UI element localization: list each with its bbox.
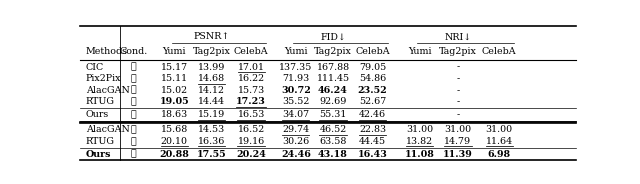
- Text: ✓: ✓: [131, 150, 136, 159]
- Text: RTUG: RTUG: [86, 97, 115, 106]
- Text: 23.52: 23.52: [358, 86, 387, 95]
- Text: -: -: [456, 86, 460, 95]
- Text: Yumi: Yumi: [408, 47, 431, 56]
- Text: Yumi: Yumi: [284, 47, 307, 56]
- Text: 54.86: 54.86: [359, 74, 387, 83]
- Text: Cond.: Cond.: [120, 47, 148, 56]
- Text: 14.68: 14.68: [198, 74, 225, 83]
- Text: RTUG: RTUG: [86, 137, 115, 146]
- Text: 31.00: 31.00: [486, 125, 513, 134]
- Text: 13.99: 13.99: [198, 63, 225, 72]
- Text: 16.43: 16.43: [358, 150, 388, 159]
- Text: 16.36: 16.36: [198, 137, 225, 146]
- Text: 30.26: 30.26: [282, 137, 309, 146]
- Text: 24.46: 24.46: [281, 150, 310, 159]
- Text: 17.23: 17.23: [236, 97, 266, 106]
- Text: CelebA: CelebA: [355, 47, 390, 56]
- Text: ✓: ✓: [131, 137, 136, 146]
- Text: 19.16: 19.16: [237, 137, 265, 146]
- Text: Ours: Ours: [86, 150, 111, 159]
- Text: 20.10: 20.10: [161, 137, 188, 146]
- Text: 15.11: 15.11: [161, 74, 188, 83]
- Text: Tag2pix: Tag2pix: [193, 47, 230, 56]
- Text: 16.22: 16.22: [237, 74, 265, 83]
- Text: 71.93: 71.93: [282, 74, 309, 83]
- Text: 30.72: 30.72: [281, 86, 310, 95]
- Text: ✗: ✗: [131, 86, 136, 95]
- Text: NRI↓: NRI↓: [444, 32, 472, 41]
- Text: ✗: ✗: [131, 97, 136, 106]
- Text: 16.52: 16.52: [237, 125, 265, 134]
- Text: FID↓: FID↓: [320, 32, 346, 41]
- Text: CelebA: CelebA: [482, 47, 516, 56]
- Text: 18.63: 18.63: [161, 110, 188, 119]
- Text: 15.19: 15.19: [198, 110, 225, 119]
- Text: AlacGAN: AlacGAN: [86, 125, 130, 134]
- Text: CIC: CIC: [86, 63, 104, 72]
- Text: 31.00: 31.00: [406, 125, 433, 134]
- Text: 17.01: 17.01: [237, 63, 264, 72]
- Text: 6.98: 6.98: [488, 150, 511, 159]
- Text: 15.02: 15.02: [161, 86, 188, 95]
- Text: ✗: ✗: [131, 74, 136, 83]
- Text: 15.68: 15.68: [161, 125, 188, 134]
- Text: 34.07: 34.07: [282, 110, 309, 119]
- Text: 167.88: 167.88: [316, 63, 349, 72]
- Text: 22.83: 22.83: [359, 125, 386, 134]
- Text: 13.82: 13.82: [406, 137, 433, 146]
- Text: 55.31: 55.31: [319, 110, 347, 119]
- Text: 14.53: 14.53: [198, 125, 225, 134]
- Text: -: -: [456, 74, 460, 83]
- Text: -: -: [456, 110, 460, 119]
- Text: 52.67: 52.67: [359, 97, 387, 106]
- Text: ✓: ✓: [131, 125, 136, 134]
- Text: 17.55: 17.55: [196, 150, 227, 159]
- Text: -: -: [456, 97, 460, 106]
- Text: 11.08: 11.08: [405, 150, 435, 159]
- Text: 31.00: 31.00: [444, 125, 472, 134]
- Text: Ours: Ours: [86, 110, 109, 119]
- Text: AlacGAN: AlacGAN: [86, 86, 130, 95]
- Text: CelebA: CelebA: [234, 47, 268, 56]
- Text: 14.44: 14.44: [198, 97, 225, 106]
- Text: 63.58: 63.58: [319, 137, 347, 146]
- Text: 46.52: 46.52: [319, 125, 347, 134]
- Text: Tag2pix: Tag2pix: [314, 47, 352, 56]
- Text: 15.73: 15.73: [237, 86, 265, 95]
- Text: 42.46: 42.46: [359, 110, 386, 119]
- Text: 35.52: 35.52: [282, 97, 310, 106]
- Text: Methods: Methods: [86, 47, 128, 56]
- Text: 92.69: 92.69: [319, 97, 347, 106]
- Text: Yumi: Yumi: [163, 47, 186, 56]
- Text: 15.17: 15.17: [161, 63, 188, 72]
- Text: 16.53: 16.53: [237, 110, 265, 119]
- Text: 11.39: 11.39: [443, 150, 473, 159]
- Text: Tag2pix: Tag2pix: [439, 47, 477, 56]
- Text: 43.18: 43.18: [318, 150, 348, 159]
- Text: 137.35: 137.35: [279, 63, 312, 72]
- Text: 14.12: 14.12: [198, 86, 225, 95]
- Text: 14.79: 14.79: [444, 137, 472, 146]
- Text: 111.45: 111.45: [316, 74, 349, 83]
- Text: ✗: ✗: [131, 63, 136, 72]
- Text: 20.24: 20.24: [236, 150, 266, 159]
- Text: 29.74: 29.74: [282, 125, 309, 134]
- Text: ✗: ✗: [131, 110, 136, 119]
- Text: 11.64: 11.64: [486, 137, 513, 146]
- Text: 19.05: 19.05: [159, 97, 189, 106]
- Text: PSNR↑: PSNR↑: [193, 32, 230, 41]
- Text: 44.45: 44.45: [359, 137, 386, 146]
- Text: 20.88: 20.88: [159, 150, 189, 159]
- Text: -: -: [456, 63, 460, 72]
- Text: 46.24: 46.24: [318, 86, 348, 95]
- Text: Pix2Pix: Pix2Pix: [86, 74, 122, 83]
- Text: 79.05: 79.05: [359, 63, 387, 72]
